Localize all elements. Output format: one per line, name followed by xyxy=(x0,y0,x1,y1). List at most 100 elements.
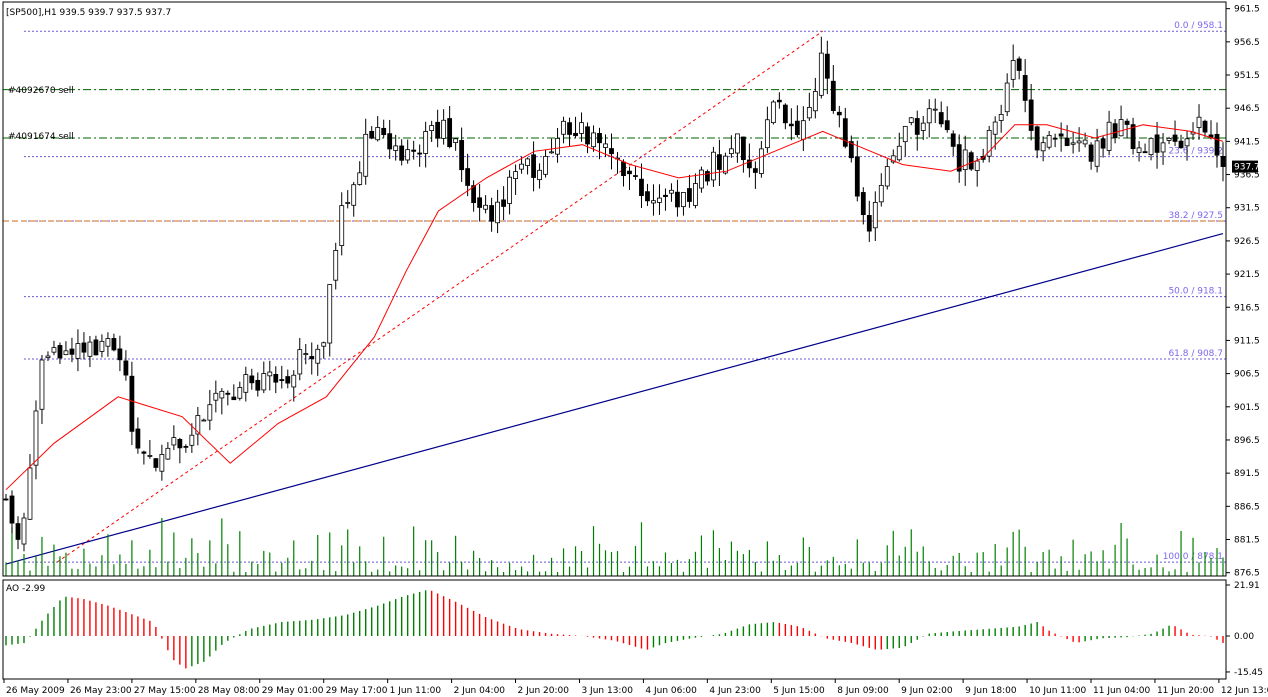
candle-body xyxy=(399,145,405,161)
candle-body xyxy=(1004,82,1010,113)
candle-body xyxy=(1160,142,1166,153)
candle-body xyxy=(932,108,938,111)
candle-body xyxy=(369,130,375,139)
candle-body xyxy=(219,390,225,399)
candle-body xyxy=(237,387,243,399)
x-tick-label: 29 May 17:00 xyxy=(326,686,388,696)
candle-body xyxy=(740,136,746,160)
candle-body xyxy=(609,148,614,155)
candle-body xyxy=(675,191,680,208)
candle-body xyxy=(1106,121,1112,151)
y-tick-label: 901.5 xyxy=(1234,403,1260,413)
candle-body xyxy=(177,439,183,449)
candle-body xyxy=(51,347,57,353)
candle-body xyxy=(501,199,506,207)
candle-body xyxy=(1070,142,1076,145)
candle-body xyxy=(411,149,417,152)
candle-body xyxy=(195,415,201,435)
candle-body xyxy=(1010,60,1016,80)
x-tick-label: 28 May 08:00 xyxy=(198,686,260,696)
candle-body xyxy=(764,119,770,149)
candlesticks xyxy=(3,36,1226,552)
candle-body xyxy=(477,197,483,208)
x-tick-label: 29 May 01:00 xyxy=(262,686,324,696)
candle-body xyxy=(483,204,489,210)
candle-body xyxy=(531,154,536,178)
candle-body xyxy=(537,169,542,181)
candle-body xyxy=(992,121,998,135)
candle-body xyxy=(63,350,69,356)
candle-body xyxy=(141,451,147,454)
candle-body xyxy=(788,123,794,127)
fib-level-label: 23.6 / 939.2 xyxy=(1168,147,1223,157)
candle-body xyxy=(734,133,740,154)
candle-body xyxy=(854,156,860,197)
candle-body xyxy=(1118,119,1124,137)
candle-body xyxy=(794,120,800,136)
candle-body xyxy=(285,376,291,384)
candle-body xyxy=(717,154,722,170)
candle-body xyxy=(69,348,75,355)
candle-body xyxy=(213,392,219,401)
candle-body xyxy=(1184,138,1190,147)
ma-line xyxy=(5,124,1224,491)
y-tick-label: 916.5 xyxy=(1234,303,1260,313)
candle-body xyxy=(1142,151,1148,154)
candle-body xyxy=(447,118,453,148)
y-tick-label: 936.5 xyxy=(1234,171,1260,181)
candle-body xyxy=(914,118,920,135)
candle-body xyxy=(705,171,710,182)
y-tick-label: 926.5 xyxy=(1234,237,1260,247)
candle-body xyxy=(1094,140,1100,167)
candle-body xyxy=(824,53,830,79)
x-tick-label: 11 Jun 04:00 xyxy=(1093,686,1150,696)
candle-body xyxy=(663,194,668,197)
candle-body xyxy=(489,205,495,222)
candle-body xyxy=(363,133,369,177)
candle-body xyxy=(249,375,255,384)
candle-body xyxy=(321,342,327,347)
candle-body xyxy=(746,159,752,169)
candle-body xyxy=(117,348,123,361)
candle-body xyxy=(345,202,351,204)
candle-body xyxy=(926,108,932,124)
candle-body xyxy=(836,111,842,116)
order-label-2: #4091674 sell xyxy=(8,132,74,142)
candle-body xyxy=(507,176,512,204)
x-tick-label: 26 May 2009 xyxy=(6,686,65,696)
candle-body xyxy=(621,161,626,177)
candle-body xyxy=(33,410,39,466)
ao-panel-frame xyxy=(2,579,1227,680)
candle-body xyxy=(159,454,165,472)
x-tick-label: 10 Jun 11:00 xyxy=(1029,686,1086,696)
candle-body xyxy=(567,122,572,135)
ao-y-tick-label: 21.91 xyxy=(1234,581,1260,591)
candle-body xyxy=(986,129,992,157)
candle-body xyxy=(848,141,854,159)
candle-body xyxy=(351,184,357,206)
candle-body xyxy=(776,99,782,103)
candle-body xyxy=(1076,140,1082,144)
candle-body xyxy=(1178,140,1184,149)
candle-body xyxy=(1172,134,1178,142)
candle-body xyxy=(1100,138,1106,149)
x-tick-label: 4 Jun 23:00 xyxy=(709,686,761,696)
candle-body xyxy=(21,517,27,545)
candle-body xyxy=(357,172,363,185)
candle-body xyxy=(309,356,315,360)
candle-body xyxy=(1202,120,1208,133)
candle-body xyxy=(645,191,650,202)
candle-body xyxy=(687,188,692,202)
candle-body xyxy=(273,374,279,383)
candle-body xyxy=(405,149,411,161)
y-tick-label: 946.5 xyxy=(1234,104,1260,114)
candle-body xyxy=(381,127,387,136)
candle-body xyxy=(962,149,968,171)
candle-body xyxy=(920,122,926,131)
candle-body xyxy=(752,168,758,173)
ao-y-tick-label: -15.45 xyxy=(1234,668,1263,678)
candle-body xyxy=(165,447,171,460)
candle-body xyxy=(657,197,662,203)
support-trendline xyxy=(5,233,1224,565)
